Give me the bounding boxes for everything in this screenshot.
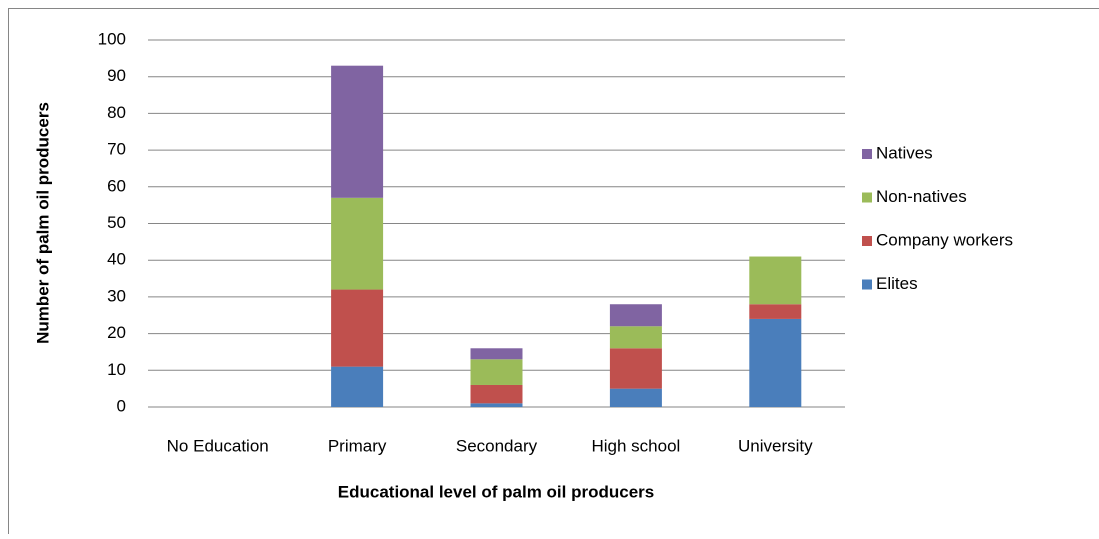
bar-segment bbox=[331, 290, 383, 367]
bar-segment bbox=[610, 389, 662, 407]
y-tick-label: 50 bbox=[107, 213, 126, 232]
bar-segment bbox=[610, 326, 662, 348]
y-tick-label: 70 bbox=[107, 140, 126, 159]
y-tick-label: 40 bbox=[107, 250, 126, 269]
x-tick-label: Secondary bbox=[456, 436, 538, 455]
legend-label: Natives bbox=[876, 143, 933, 162]
y-tick-label: 30 bbox=[107, 286, 126, 305]
legend-swatch bbox=[862, 193, 872, 203]
bar-segment bbox=[749, 304, 801, 319]
legend-label: Elites bbox=[876, 274, 918, 293]
y-tick-label: 20 bbox=[107, 323, 126, 342]
bar-segment bbox=[331, 367, 383, 407]
bar-segment bbox=[471, 385, 523, 403]
bar-segment bbox=[610, 348, 662, 388]
bar-segment bbox=[471, 359, 523, 385]
bar-segment bbox=[331, 66, 383, 198]
bar-segment bbox=[331, 198, 383, 290]
y-tick-label: 10 bbox=[107, 360, 126, 379]
bar-segment bbox=[471, 348, 523, 359]
y-tick-label: 80 bbox=[107, 103, 126, 122]
bar-segment bbox=[471, 403, 523, 407]
legend-swatch bbox=[862, 280, 872, 290]
legend-swatch bbox=[862, 236, 872, 246]
y-tick-label: 90 bbox=[107, 66, 126, 85]
y-tick-label: 60 bbox=[107, 176, 126, 195]
y-tick-label: 0 bbox=[117, 396, 126, 415]
legend-swatch bbox=[862, 149, 872, 159]
x-axis-title: Educational level of palm oil producers bbox=[338, 482, 654, 501]
bar-segment bbox=[749, 257, 801, 305]
x-tick-label: Primary bbox=[328, 436, 387, 455]
x-tick-label: High school bbox=[591, 436, 680, 455]
x-tick-label: University bbox=[738, 436, 813, 455]
y-axis-title: Number of palm oil producers bbox=[33, 102, 52, 344]
x-tick-label: No Education bbox=[167, 436, 269, 455]
y-tick-label: 100 bbox=[98, 29, 126, 48]
bar-segment bbox=[749, 319, 801, 407]
legend-label: Company workers bbox=[876, 230, 1013, 249]
legend-label: Non-natives bbox=[876, 187, 967, 206]
bar-segment bbox=[610, 304, 662, 326]
